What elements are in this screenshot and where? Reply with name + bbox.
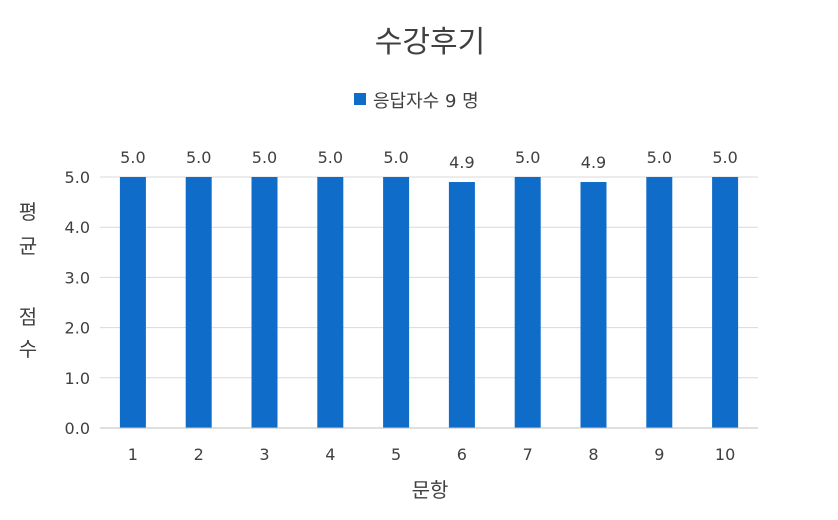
x-tick-label: 3	[259, 445, 269, 464]
x-tick-labels: 1 2 3 4 5 6 7 8 9 10	[128, 445, 735, 464]
data-label: 4.9	[581, 153, 606, 172]
data-label: 5.0	[120, 148, 145, 167]
bar	[580, 182, 607, 428]
bar	[119, 177, 146, 428]
x-tick-label: 5	[391, 445, 401, 464]
bar	[383, 177, 410, 428]
bar	[317, 177, 344, 428]
y-axis-title-char: 평	[19, 200, 37, 224]
x-axis-title: 문항	[412, 478, 449, 502]
x-tick-label: 6	[457, 445, 467, 464]
y-tick-labels: 0.0 1.0 2.0 3.0 4.0 5.0	[65, 168, 90, 438]
bar	[514, 177, 541, 428]
bars	[119, 177, 739, 428]
data-label: 5.0	[383, 148, 408, 167]
bar	[712, 177, 739, 428]
y-axis-title-char: 점	[19, 305, 37, 329]
x-tick-label: 4	[325, 445, 335, 464]
data-label: 5.0	[186, 148, 211, 167]
data-label: 5.0	[252, 148, 277, 167]
y-tick-label: 5.0	[65, 168, 90, 187]
chart-title: 수강후기	[375, 25, 485, 60]
y-tick-label: 4.0	[65, 218, 90, 237]
data-label: 5.0	[515, 148, 540, 167]
y-tick-label: 3.0	[65, 268, 90, 287]
x-tick-label: 10	[715, 445, 735, 464]
y-axis-title: 평 균 점 수	[19, 200, 37, 361]
y-axis-title-char: 균	[19, 234, 37, 258]
y-tick-label: 1.0	[65, 369, 90, 388]
data-label: 5.0	[712, 148, 737, 167]
bar	[448, 182, 475, 428]
x-tick-label: 1	[128, 445, 138, 464]
y-axis-title-char: 수	[19, 337, 37, 361]
legend-swatch	[354, 93, 366, 105]
data-label: 5.0	[318, 148, 343, 167]
x-tick-label: 7	[523, 445, 533, 464]
x-tick-label: 8	[588, 445, 598, 464]
bar	[646, 177, 673, 428]
y-tick-label: 0.0	[65, 419, 90, 438]
x-tick-label: 2	[194, 445, 204, 464]
bar	[251, 177, 278, 428]
y-tick-label: 2.0	[65, 319, 90, 338]
x-tick-label: 9	[654, 445, 664, 464]
bar	[185, 177, 212, 428]
data-label: 5.0	[647, 148, 672, 167]
data-labels: 5.0 5.0 5.0 5.0 5.0 4.9 5.0 4.9 5.0 5.0	[120, 148, 738, 172]
legend: 응답자수 9 명	[354, 91, 479, 112]
legend-label: 응답자수 9 명	[373, 91, 479, 112]
data-label: 4.9	[449, 153, 474, 172]
